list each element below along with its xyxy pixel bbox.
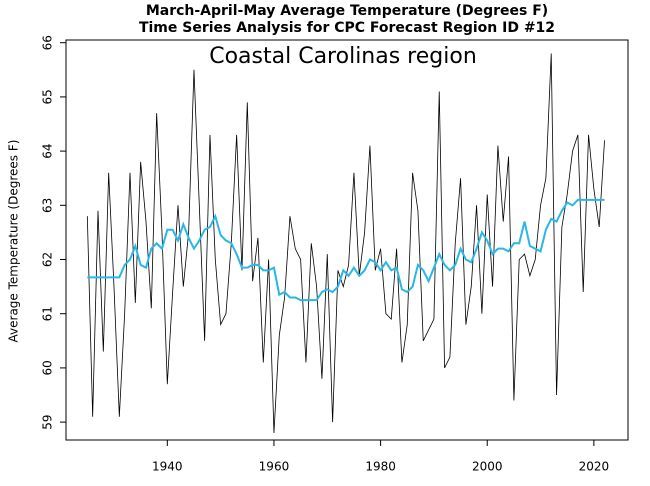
plot-box: [65, 39, 629, 441]
y-tick-label: 66: [41, 35, 55, 50]
x-tick-label: 1980: [365, 460, 396, 474]
y-tick-label: 64: [41, 143, 55, 158]
x-tick-label: 2000: [472, 460, 503, 474]
y-axis-label: Average Temperature (Degrees F): [7, 140, 21, 343]
x-tick-label: 1960: [259, 460, 290, 474]
series-line: [86, 53, 605, 433]
y-tick-label: 61: [41, 306, 55, 321]
series-line: [87, 198, 605, 302]
x-tick-label: 2020: [579, 460, 610, 474]
annotation: Coastal Carolinas region: [209, 44, 477, 69]
y-tick-label: 65: [41, 89, 55, 104]
y-tick-label: 60: [41, 360, 55, 375]
x-tick-label: 1940: [152, 460, 183, 474]
y-tick-label: 62: [41, 252, 55, 267]
chart-subtitle: Time Series Analysis for CPC Forecast Re…: [139, 20, 555, 36]
y-tick-label: 59: [41, 414, 55, 429]
chart-title: March-April-May Average Temperature (Deg…: [146, 3, 548, 19]
y-tick-label: 63: [41, 198, 55, 213]
